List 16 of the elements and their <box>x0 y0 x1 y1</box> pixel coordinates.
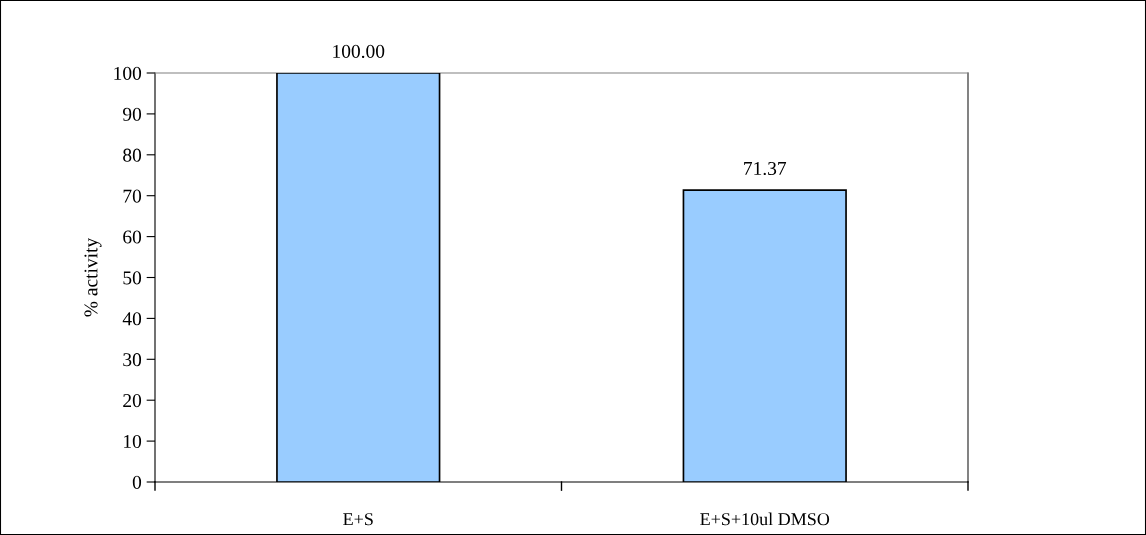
y-tick-label: 80 <box>123 148 142 162</box>
y-tick-label: 40 <box>122 312 142 326</box>
data-label: 100.00 <box>333 44 385 59</box>
data-label: 71.37 <box>744 161 787 176</box>
y-tick-label: 100 <box>114 66 142 80</box>
y-tick-label: 20 <box>123 394 142 408</box>
y-tick-label: 90 <box>122 107 142 121</box>
x-tick-label: E+S+10ul DMSO <box>700 512 830 526</box>
y-tick-label: 30 <box>123 353 142 367</box>
x-tick-label: E+S <box>343 513 373 526</box>
y-tick-label: 60 <box>123 230 142 244</box>
y-tick-label: 10 <box>124 434 142 449</box>
y-tick-label: 70 <box>123 189 142 203</box>
y-axis-title: % activity <box>84 237 102 317</box>
y-tick-label: 50 <box>123 271 142 285</box>
y-tick-label: 0 <box>132 475 142 489</box>
